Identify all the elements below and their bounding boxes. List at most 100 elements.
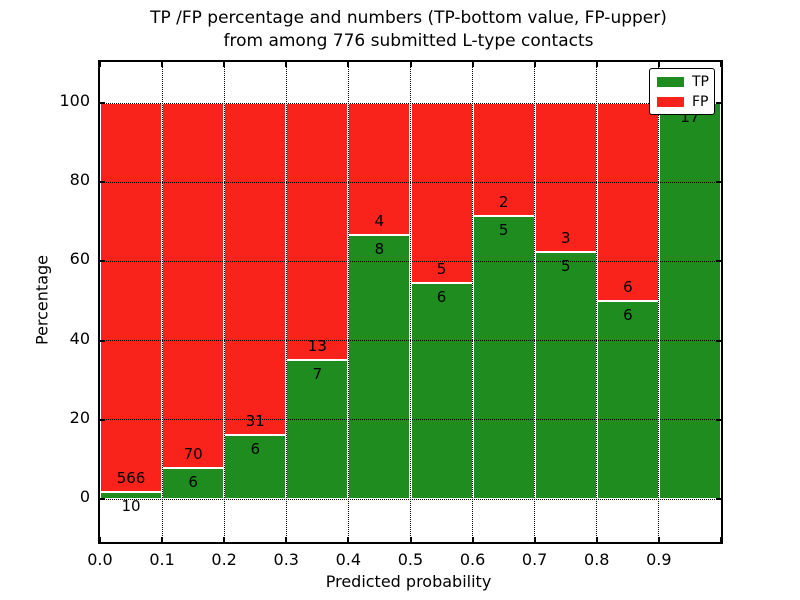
y-tick-label: 20 [69,407,90,427]
x-tick-mark [347,537,350,542]
y-tick-label: 80 [69,170,90,190]
bar-tp-segment [348,234,411,499]
x-tick-label: 0.2 [211,550,237,569]
y-tick-mark-right [716,418,721,421]
y-tick-label: 0 [79,487,90,506]
horizontal-gridline [100,260,721,262]
x-tick-label: 0.4 [335,550,362,569]
tp-count-label: 7 [312,365,323,384]
x-tick-mark-top [285,62,288,67]
y-tick-mark-right [716,339,721,342]
plot-area: 566 10 70 6 31 6 13 7 4 8 5 6 2 5 3 5 6 6 17 0.0 0.1 0.2 0.3 0.… [87,60,723,569]
x-tick-label: 0.3 [273,550,299,569]
tp-count-label: 10 [121,497,141,516]
x-tick-mark-top [223,62,226,67]
y-tick-label: 100 [59,91,90,110]
bar-tp-segment [596,301,659,499]
horizontal-gridline [100,181,721,183]
vertical-gridline [285,62,287,542]
x-tick-label: 0.6 [459,550,486,569]
bar-fp-segment [224,103,287,435]
fp-count-label: 5 [436,259,447,278]
y-tick-mark [100,260,105,263]
y-tick-mark-right [716,260,721,263]
legend-swatch-tp [657,77,684,87]
x-tick-mark [657,537,660,542]
y-tick-label: 40 [69,328,90,348]
x-tick-mark [161,537,164,542]
bar-tp-segment [224,434,287,499]
tp-count-label: 8 [374,239,385,258]
bar-tp-segment [100,492,163,499]
fp-count-label: 6 [623,278,633,296]
x-tick-mark-top [347,62,350,67]
legend-item-fp: FP [657,94,709,110]
bar-fp-segment [472,103,535,217]
x-tick-mark-top [161,62,164,67]
tp-count-label: 6 [436,287,447,306]
chart-title-line2: from among 776 submitted L-type contacts [223,31,594,51]
x-tick-mark-top [657,62,660,67]
fp-count-label: 3 [560,228,571,247]
y-tick-mark [100,102,105,104]
y-tick-mark [100,339,105,342]
x-tick-label: 0.0 [87,550,113,569]
vertical-gridline [161,62,163,542]
x-tick-mark [595,537,598,542]
bar-tp-segment [410,282,473,499]
x-tick-mark [409,537,412,542]
y-tick-mark [100,498,105,500]
bar-fp-segment [348,103,411,235]
horizontal-gridline [100,340,721,342]
chart-title-line1: TP /FP percentage and numbers (TP-bottom… [150,8,667,28]
bar-fp-segment [162,103,225,468]
y-tick-mark-right [716,498,721,500]
legend-label-tp: TP [692,74,709,90]
bar-tp-segment [162,467,225,499]
y-tick-mark [100,418,105,421]
horizontal-gridline [100,419,721,421]
legend-label-fp: FP [692,94,709,110]
vertical-gridline [472,62,474,542]
bar-tp-segment [472,216,535,499]
x-tick-label: 0.5 [397,550,424,569]
x-axis-label: Predicted probability [325,572,492,591]
vertical-gridline [347,62,349,542]
vertical-gridline [410,62,411,542]
x-tick-mark [285,537,288,542]
x-tick-label: 0.7 [521,550,548,569]
fp-count-label: 31 [245,411,265,430]
fp-count-label: 70 [183,444,203,463]
x-tick-mark [223,537,226,542]
fp-count-label: 13 [307,337,327,356]
x-tick-mark-top [409,62,412,67]
legend-item-tp: TP [657,74,709,90]
y-tick-mark-right [716,181,721,184]
horizontal-gridline [100,102,721,104]
tp-count-label: 6 [188,472,198,491]
x-tick-mark [99,537,101,542]
x-tick-label: 0.1 [149,550,175,569]
y-tick-mark [100,181,105,184]
fp-count-label: 2 [498,193,509,212]
x-tick-mark [471,537,474,542]
bar-tp-segment [534,251,597,499]
x-tick-mark-top [99,62,101,67]
bar-tp-segment [658,103,721,499]
fp-count-label: 566 [116,469,146,488]
y-tick-mark-right [716,102,721,104]
x-tick-mark [720,537,722,542]
tp-count-label: 6 [250,439,260,458]
horizontal-gridline [100,498,721,500]
x-tick-label: 0.9 [646,550,672,569]
bar-fp-segment [534,103,597,252]
legend-swatch-fp [657,97,684,107]
tp-count-label: 6 [623,306,633,324]
bar-fp-segment [596,103,659,301]
bar-fp-segment [100,103,163,493]
x-tick-label: 0.8 [584,550,610,569]
legend: TP FP [649,68,715,115]
vertical-gridline [223,62,225,542]
y-tick-label: 60 [69,249,90,269]
